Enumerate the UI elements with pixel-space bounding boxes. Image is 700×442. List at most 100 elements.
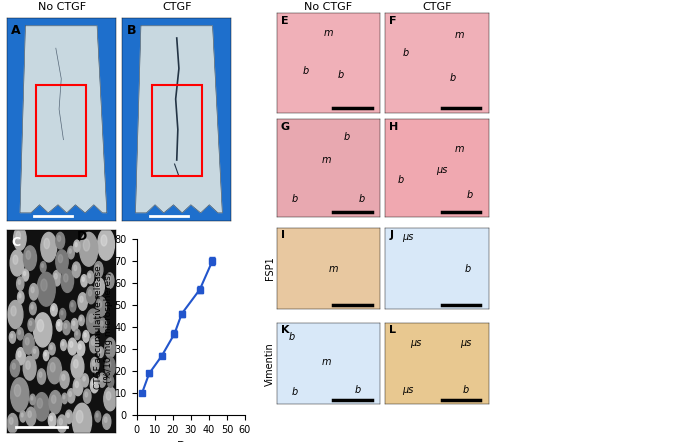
Circle shape — [50, 362, 55, 372]
Circle shape — [68, 338, 77, 355]
Circle shape — [23, 246, 36, 270]
Circle shape — [29, 302, 36, 315]
Circle shape — [69, 249, 71, 253]
Text: FSP1: FSP1 — [265, 256, 275, 280]
Text: G: G — [281, 122, 290, 132]
Circle shape — [37, 320, 43, 332]
Text: m: m — [321, 155, 331, 165]
Circle shape — [17, 277, 24, 290]
Circle shape — [56, 232, 64, 249]
Circle shape — [43, 351, 49, 361]
Circle shape — [72, 262, 80, 278]
Circle shape — [16, 348, 25, 365]
Circle shape — [71, 303, 73, 307]
Circle shape — [7, 414, 18, 433]
Circle shape — [50, 416, 52, 421]
Circle shape — [106, 392, 111, 400]
Circle shape — [32, 347, 38, 359]
Circle shape — [31, 396, 33, 400]
Text: b: b — [344, 132, 350, 142]
Circle shape — [68, 246, 74, 259]
Circle shape — [16, 232, 20, 240]
Circle shape — [39, 372, 42, 377]
Text: E: E — [281, 16, 288, 26]
Circle shape — [75, 329, 80, 339]
Circle shape — [25, 338, 29, 345]
Circle shape — [12, 363, 15, 369]
Circle shape — [37, 369, 46, 384]
Text: No CTGF: No CTGF — [38, 2, 85, 12]
Circle shape — [62, 374, 65, 381]
Circle shape — [23, 356, 36, 380]
Circle shape — [52, 395, 56, 404]
Circle shape — [11, 306, 16, 316]
Circle shape — [69, 392, 71, 396]
Circle shape — [96, 297, 106, 316]
Text: μs: μs — [402, 385, 414, 395]
Circle shape — [14, 385, 20, 396]
Circle shape — [26, 251, 31, 259]
Text: D: D — [77, 230, 87, 243]
Circle shape — [22, 269, 29, 281]
Text: μs: μs — [410, 338, 422, 348]
Circle shape — [80, 296, 83, 302]
Circle shape — [10, 334, 13, 338]
Circle shape — [83, 331, 89, 342]
Circle shape — [61, 311, 63, 315]
Circle shape — [58, 255, 62, 263]
Circle shape — [84, 333, 86, 337]
Circle shape — [48, 358, 62, 384]
Text: CTGF: CTGF — [162, 2, 192, 12]
Circle shape — [83, 389, 91, 403]
Circle shape — [80, 232, 98, 266]
Text: μs: μs — [460, 338, 472, 348]
Circle shape — [83, 239, 90, 251]
Circle shape — [29, 284, 38, 300]
Circle shape — [76, 411, 83, 423]
Bar — [36, 85, 86, 176]
Circle shape — [70, 301, 76, 312]
Circle shape — [48, 413, 56, 427]
Circle shape — [100, 376, 102, 381]
Circle shape — [64, 274, 68, 282]
Circle shape — [98, 301, 102, 308]
Circle shape — [80, 317, 82, 321]
Text: I: I — [281, 230, 285, 240]
Circle shape — [74, 265, 77, 271]
Circle shape — [41, 279, 47, 291]
Circle shape — [64, 324, 67, 328]
Circle shape — [57, 415, 66, 433]
Circle shape — [49, 391, 62, 414]
Circle shape — [24, 271, 26, 275]
Circle shape — [29, 321, 32, 325]
Text: b: b — [292, 387, 298, 397]
Circle shape — [92, 339, 94, 345]
Circle shape — [18, 291, 24, 303]
Circle shape — [10, 250, 24, 276]
Text: b: b — [463, 385, 469, 395]
Circle shape — [85, 392, 88, 397]
Circle shape — [92, 361, 95, 366]
Text: m: m — [455, 30, 464, 40]
Circle shape — [107, 276, 111, 282]
Circle shape — [70, 342, 73, 347]
Circle shape — [31, 305, 33, 309]
Text: b: b — [302, 66, 309, 76]
Circle shape — [81, 274, 88, 287]
Circle shape — [9, 417, 13, 424]
Circle shape — [90, 336, 99, 353]
Circle shape — [88, 274, 91, 278]
Circle shape — [13, 227, 26, 250]
Circle shape — [34, 392, 49, 421]
Circle shape — [74, 378, 83, 396]
Text: C: C — [11, 236, 20, 249]
Circle shape — [55, 274, 57, 279]
Circle shape — [17, 328, 23, 340]
Circle shape — [20, 411, 26, 422]
Text: B: B — [127, 24, 136, 37]
Circle shape — [98, 373, 106, 387]
Circle shape — [65, 410, 73, 423]
Text: b: b — [289, 332, 295, 343]
Circle shape — [10, 360, 20, 377]
Text: μs: μs — [402, 232, 414, 243]
